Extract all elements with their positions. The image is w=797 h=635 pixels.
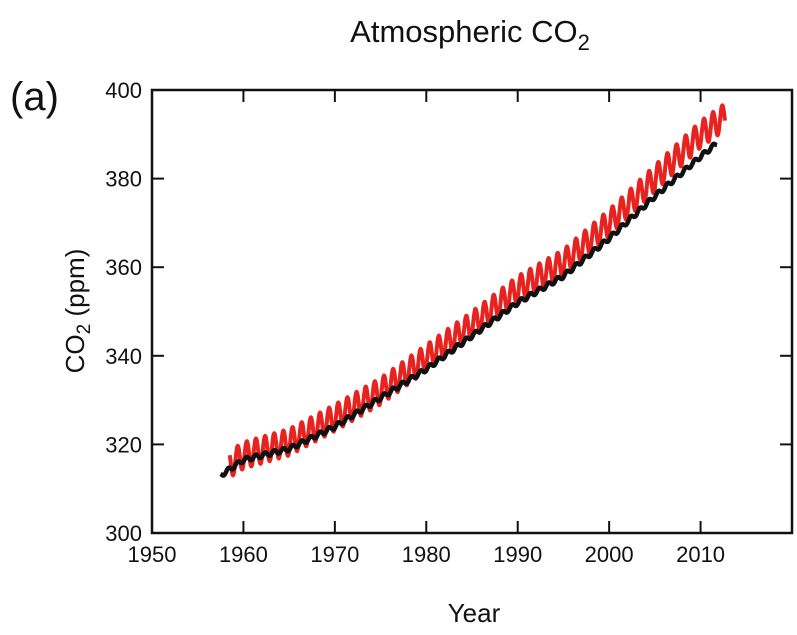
series-line-1 — [227, 103, 727, 478]
x-tick-label: 1980 — [402, 542, 451, 567]
x-tick-label: 1990 — [493, 542, 542, 567]
x-tick-label: 1950 — [128, 542, 177, 567]
x-tick-labels: 1950 1960 1970 1980 1990 2000 2010 — [128, 542, 726, 567]
chart-title: Atmospheric CO2 — [350, 14, 590, 55]
y-tick-label: 360 — [105, 255, 142, 280]
x-tick-label: 2000 — [585, 542, 634, 567]
panel-label: (a) — [10, 75, 59, 119]
y-axis-title: CO2 (ppm) — [60, 249, 95, 374]
y-axis-title-text: CO — [60, 334, 90, 373]
axis-ticks — [151, 89, 792, 534]
y-tick-label: 400 — [105, 78, 142, 103]
y-tick-label: 300 — [105, 521, 142, 546]
y-axis-title-subscript: 2 — [74, 324, 95, 335]
x-tick-label: 1960 — [219, 542, 268, 567]
chart-title-text: Atmospheric CO — [350, 14, 577, 49]
y-axis-title-unit: (ppm) — [60, 249, 90, 324]
y-tick-label: 320 — [105, 432, 142, 457]
x-tick-label: 2010 — [676, 542, 725, 567]
plot-frame — [150, 88, 794, 535]
y-tick-label: 340 — [105, 344, 142, 369]
plot-content — [218, 103, 727, 478]
y-tick-label: 380 — [105, 167, 142, 192]
chart-title-subscript: 2 — [578, 30, 590, 55]
x-axis-title: Year — [448, 598, 501, 628]
x-tick-label: 1970 — [310, 542, 359, 567]
series-line-2 — [218, 141, 719, 478]
y-tick-labels: 300 320 340 360 380 400 — [105, 78, 142, 546]
